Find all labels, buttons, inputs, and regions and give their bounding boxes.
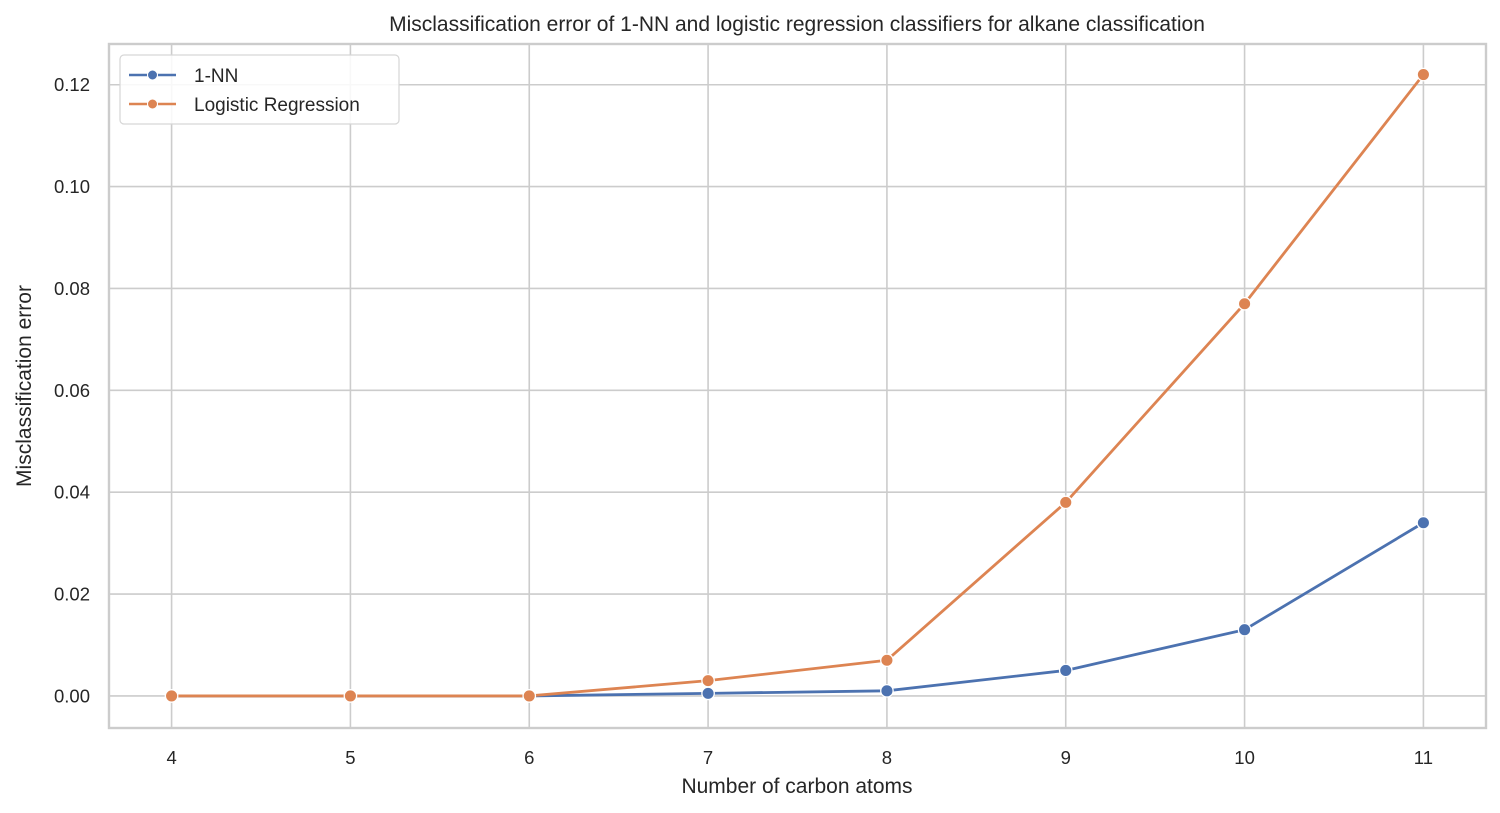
gridlines bbox=[109, 44, 1486, 728]
legend: 1-NN Logistic Regression bbox=[119, 54, 400, 125]
series bbox=[164, 67, 1431, 703]
series-1-nn bbox=[164, 515, 1431, 703]
y-tick-label: 0.12 bbox=[54, 74, 90, 95]
data-point-marker bbox=[1416, 515, 1431, 530]
x-tick-label: 4 bbox=[166, 747, 176, 768]
data-point-marker bbox=[1058, 663, 1073, 678]
x-tick-label: 5 bbox=[345, 747, 355, 768]
x-axis-label: Number of carbon atoms bbox=[681, 775, 912, 798]
x-tick-label: 6 bbox=[524, 747, 534, 768]
series-logistic-regression bbox=[164, 67, 1431, 703]
data-point-marker bbox=[1237, 622, 1252, 637]
x-tick-label: 9 bbox=[1061, 747, 1071, 768]
data-point-marker bbox=[522, 689, 537, 703]
legend-box bbox=[119, 54, 400, 125]
series-line bbox=[171, 73, 1425, 698]
x-axis-ticks: 4 5 6 7 8 9 10 11 bbox=[166, 747, 1433, 768]
data-point-marker bbox=[701, 686, 715, 701]
legend-item-logistic-regression: Logistic Regression bbox=[129, 95, 360, 116]
data-point-marker bbox=[1058, 495, 1073, 510]
x-tick-label: 10 bbox=[1234, 747, 1255, 768]
legend-marker-icon bbox=[147, 98, 158, 110]
y-tick-label: 0.04 bbox=[54, 482, 90, 503]
data-point-marker bbox=[1237, 296, 1252, 311]
y-tick-label: 0.08 bbox=[54, 278, 90, 299]
x-tick-label: 11 bbox=[1414, 747, 1433, 768]
x-tick-label: 7 bbox=[703, 747, 713, 768]
legend-label: Logistic Regression bbox=[194, 95, 360, 116]
y-tick-label: 0.00 bbox=[54, 685, 90, 706]
data-point-marker bbox=[880, 653, 894, 668]
y-axis-ticks: 0.00 0.02 0.04 0.06 0.08 0.10 0.12 bbox=[54, 74, 90, 706]
plot-frame bbox=[107, 42, 1488, 730]
legend-label: 1-NN bbox=[194, 66, 238, 87]
data-point-marker bbox=[1416, 67, 1431, 82]
data-point-marker bbox=[343, 689, 358, 703]
data-point-marker bbox=[701, 673, 715, 688]
legend-item-1nn: 1-NN bbox=[129, 66, 238, 87]
y-tick-label: 0.10 bbox=[54, 176, 90, 197]
data-point-marker bbox=[164, 689, 179, 703]
x-tick-label: 8 bbox=[882, 747, 892, 768]
y-tick-label: 0.02 bbox=[54, 584, 90, 605]
legend-marker-icon bbox=[147, 69, 158, 81]
chart-title: Misclassification error of 1-NN and logi… bbox=[389, 13, 1205, 36]
y-axis-label: Misclassification error bbox=[13, 285, 36, 487]
y-tick-label: 0.06 bbox=[54, 380, 90, 401]
data-point-marker bbox=[880, 683, 894, 698]
